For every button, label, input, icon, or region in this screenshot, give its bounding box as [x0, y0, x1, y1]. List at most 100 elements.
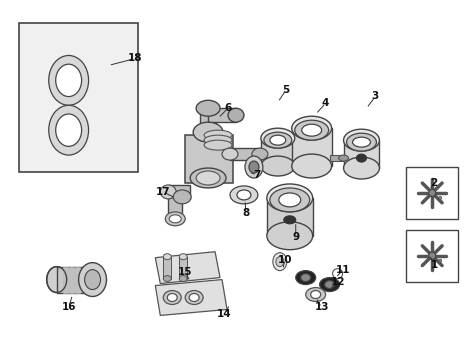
Ellipse shape — [189, 294, 199, 301]
Text: 15: 15 — [178, 267, 193, 276]
Ellipse shape — [319, 278, 339, 292]
Ellipse shape — [296, 271, 316, 285]
Ellipse shape — [306, 288, 325, 301]
Ellipse shape — [163, 254, 171, 260]
Ellipse shape — [295, 120, 329, 140]
Text: 11: 11 — [336, 265, 351, 275]
Ellipse shape — [270, 188, 310, 212]
Circle shape — [429, 252, 436, 259]
Ellipse shape — [222, 148, 238, 160]
Ellipse shape — [173, 190, 191, 204]
Ellipse shape — [204, 130, 232, 140]
Bar — [19, 23, 139, 172]
Bar — [74, 267, 80, 293]
Ellipse shape — [264, 132, 292, 148]
Text: 14: 14 — [217, 309, 232, 320]
Ellipse shape — [204, 135, 232, 145]
Bar — [163, 257, 171, 279]
Ellipse shape — [163, 275, 171, 282]
Text: 1: 1 — [431, 260, 438, 270]
Ellipse shape — [237, 190, 251, 200]
Ellipse shape — [284, 216, 296, 224]
Bar — [330, 155, 344, 161]
Text: 5: 5 — [282, 85, 289, 95]
Bar — [185, 135, 233, 183]
Ellipse shape — [249, 161, 259, 173]
Text: 16: 16 — [61, 302, 76, 313]
Ellipse shape — [261, 128, 295, 148]
Text: 12: 12 — [330, 276, 345, 287]
Ellipse shape — [339, 155, 349, 161]
Circle shape — [332, 269, 343, 279]
Ellipse shape — [270, 135, 286, 145]
Ellipse shape — [49, 56, 88, 105]
Bar — [230, 148, 260, 160]
Ellipse shape — [346, 133, 377, 151]
Bar — [267, 198, 312, 236]
Text: 3: 3 — [372, 91, 379, 101]
Ellipse shape — [230, 186, 258, 204]
Ellipse shape — [228, 108, 244, 122]
Ellipse shape — [273, 253, 287, 271]
Text: 6: 6 — [225, 103, 232, 113]
Text: 7: 7 — [253, 170, 260, 180]
Text: 9: 9 — [292, 232, 299, 242]
Ellipse shape — [163, 290, 181, 304]
Ellipse shape — [85, 270, 100, 289]
Bar — [261, 138, 295, 166]
Bar — [57, 267, 93, 293]
Ellipse shape — [279, 193, 301, 207]
Polygon shape — [155, 252, 220, 284]
Ellipse shape — [49, 105, 88, 155]
Bar — [292, 128, 332, 166]
Ellipse shape — [56, 64, 81, 97]
Ellipse shape — [185, 290, 203, 304]
Ellipse shape — [245, 156, 263, 178]
Ellipse shape — [267, 222, 312, 250]
Text: 8: 8 — [242, 208, 250, 218]
Circle shape — [429, 189, 436, 196]
Ellipse shape — [193, 122, 223, 142]
Ellipse shape — [204, 140, 232, 150]
Ellipse shape — [169, 215, 181, 223]
Ellipse shape — [167, 214, 183, 224]
Ellipse shape — [344, 129, 379, 151]
Bar — [406, 230, 458, 282]
Ellipse shape — [325, 281, 335, 288]
Ellipse shape — [167, 294, 177, 301]
Bar — [344, 140, 379, 168]
Circle shape — [438, 196, 442, 200]
Bar — [200, 110, 216, 140]
Ellipse shape — [47, 267, 66, 293]
Ellipse shape — [267, 184, 312, 212]
Polygon shape — [155, 280, 227, 315]
Bar — [406, 167, 458, 219]
Ellipse shape — [196, 100, 220, 116]
Ellipse shape — [190, 168, 226, 188]
Ellipse shape — [292, 154, 332, 178]
Bar — [168, 197, 182, 219]
Ellipse shape — [79, 262, 106, 296]
Text: 18: 18 — [128, 54, 143, 63]
Text: 4: 4 — [322, 98, 329, 108]
Text: 10: 10 — [278, 255, 292, 265]
Text: 13: 13 — [314, 302, 329, 313]
Ellipse shape — [276, 257, 284, 267]
Ellipse shape — [160, 185, 176, 199]
Ellipse shape — [357, 154, 366, 162]
Ellipse shape — [179, 275, 187, 282]
Ellipse shape — [292, 116, 332, 140]
Ellipse shape — [301, 274, 311, 282]
Ellipse shape — [352, 137, 371, 147]
Bar — [208, 108, 236, 122]
Bar — [179, 257, 187, 279]
Bar — [168, 185, 190, 199]
Bar — [63, 267, 67, 293]
Ellipse shape — [179, 254, 187, 260]
Text: 2: 2 — [431, 178, 438, 188]
Ellipse shape — [165, 212, 185, 226]
Ellipse shape — [261, 156, 295, 176]
Ellipse shape — [344, 157, 379, 179]
Ellipse shape — [56, 114, 81, 146]
Ellipse shape — [252, 148, 268, 160]
